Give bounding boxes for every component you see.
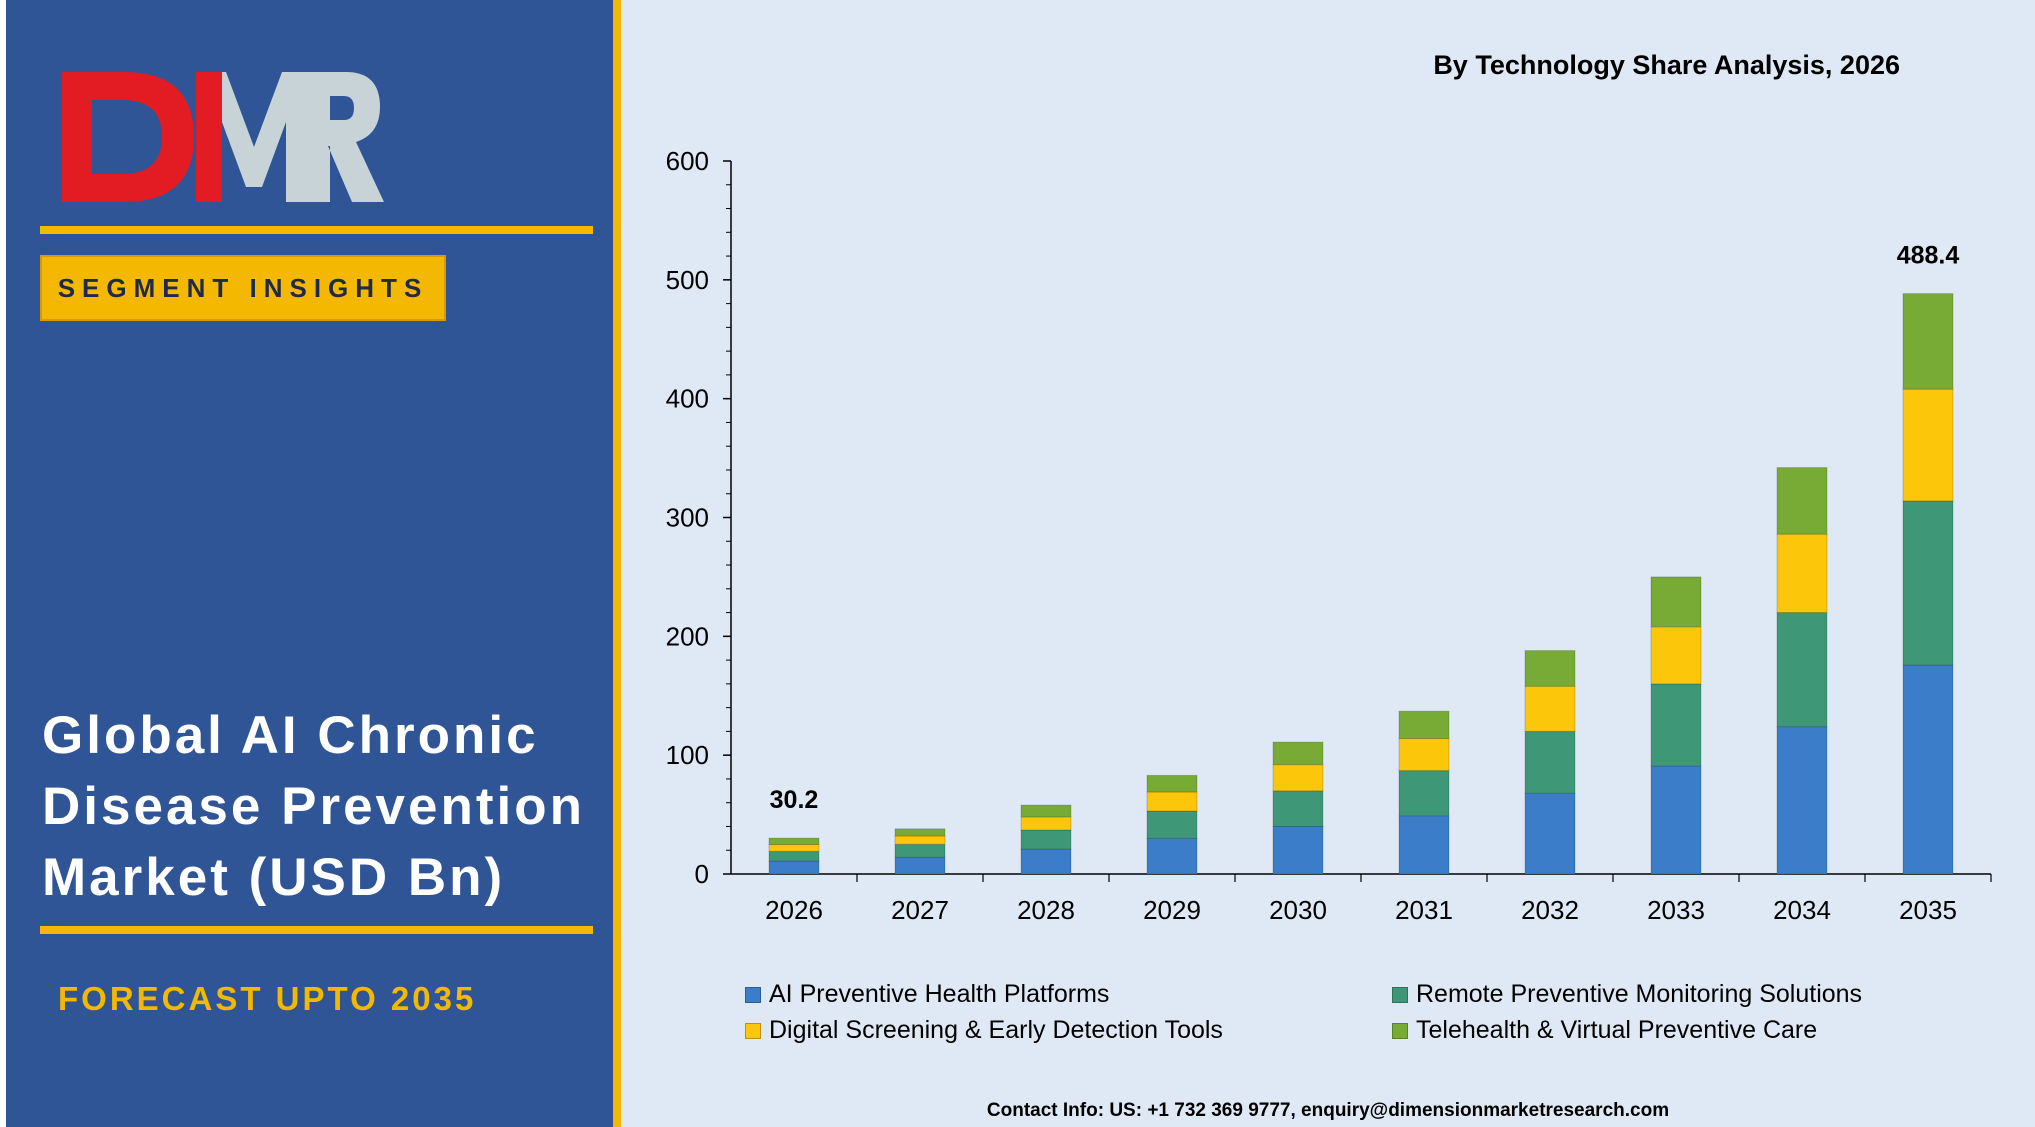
bar-segment [1776,467,1828,535]
legend-swatch [745,986,761,1003]
bar-segment [1776,533,1828,614]
panel-divider [613,0,621,1127]
x-tick-label: 2035 [1899,895,1957,925]
bar-segment [1020,829,1072,850]
contact-info: Contact Info: US: +1 732 369 9777, enqui… [986,1100,1670,1121]
bar-segment [894,835,946,845]
x-tick-label: 2029 [1143,895,1201,925]
bar-segment [1398,815,1450,875]
bar-segment [1524,730,1576,794]
legend-label: Digital Screening & Early Detection Tool… [769,1016,1223,1044]
bar-segment [1776,612,1828,728]
y-tick-label: 400 [666,384,709,414]
x-tick-label: 2028 [1017,895,1075,925]
market-title: Global AI Chronic Disease Prevention Mar… [42,706,586,907]
top-gold-rule [40,226,593,234]
legend-item: AI Preventive Health Platforms [745,980,1109,1009]
dmr-logo [62,72,384,202]
chart-legend: AI Preventive Health Platforms Remote Pre… [745,980,1945,1060]
x-tick-label: 2033 [1647,895,1705,925]
bar-segment [1524,650,1576,687]
bar-segment [1020,804,1072,818]
bar-segment [1524,685,1576,732]
bar-segment [1650,765,1702,875]
y-tick-label: 300 [666,503,709,533]
y-tick-label: 600 [666,146,709,176]
legend-swatch [1392,1022,1408,1039]
bar-segment [1146,837,1198,875]
legend-item: Remote Preventive Monitoring Solutions [1392,980,1862,1009]
x-tick-label: 2034 [1773,895,1831,925]
bar-segment [1776,726,1828,875]
bar-segment [1650,576,1702,628]
y-tick-label: 200 [666,621,709,651]
forecast-label: FORECAST UPTO 2035 [58,980,477,1017]
x-tick-label: 2026 [765,895,823,925]
legend-label: Remote Preventive Monitoring Solutions [1416,980,1863,1008]
x-tick-label: 2032 [1521,895,1579,925]
chart-title: By Technology Share Analysis, 2026 [1433,50,1900,80]
y-tick-label: 500 [666,265,709,295]
bar-segment [1146,791,1198,812]
bar-segment [1650,626,1702,685]
bar-segment [1146,810,1198,839]
bar-segment [1020,848,1072,875]
legend-swatch [745,1022,761,1039]
bar-segment [768,860,820,875]
bar-segment [1398,770,1450,817]
stacked-bar-chart: 0 100 200 300 400 500 600 2026 30.2 2027 2028 2029 2… [666,146,1992,925]
data-label: 30.2 [770,786,819,814]
legend-item: Digital Screening & Early Detection Tool… [745,1016,1223,1045]
bar-segment [1272,825,1324,875]
bar-segment [1272,741,1324,766]
bar-segment [1902,664,1954,875]
bar-segment [768,837,820,846]
bar-segment [768,850,820,862]
bar-segment [1398,710,1450,740]
legend-item: Telehealth & Virtual Preventive Care [1392,1016,1817,1045]
bar-segment [894,828,946,837]
bar-segment [894,856,946,875]
bar-segment [1398,738,1450,772]
bottom-gold-rule [40,926,593,934]
bar-segment [1650,683,1702,767]
bar-segment [1272,790,1324,827]
y-tick-label: 0 [695,859,709,889]
bar-segment [1272,764,1324,792]
bar-segment [1902,388,1954,502]
y-tick-label: 100 [666,740,709,770]
bar-segment [1902,293,1954,390]
bar-segment [894,843,946,858]
bar-segment [1020,816,1072,831]
bar-segment [1146,774,1198,793]
x-tick-label: 2027 [891,895,949,925]
data-label: 488.4 [1897,242,1960,270]
chart-area: 0 100 200 300 400 500 600 2026 30.2 2027 2028 2029 2… [621,130,2035,930]
x-tick-label: 2030 [1269,895,1327,925]
legend-swatch [1392,986,1408,1003]
x-tick-label: 2031 [1395,895,1453,925]
segment-insights-badge: SEGMENT INSIGHTS [40,255,446,321]
legend-label: Telehealth & Virtual Preventive Care [1416,1016,1818,1044]
bar-segment [768,844,820,852]
left-panel: SEGMENT INSIGHTS Global AI Chronic Disea… [0,0,613,1127]
bar-segment [1524,792,1576,875]
legend-label: AI Preventive Health Platforms [769,980,1110,1008]
bar-segment [1902,500,1954,666]
